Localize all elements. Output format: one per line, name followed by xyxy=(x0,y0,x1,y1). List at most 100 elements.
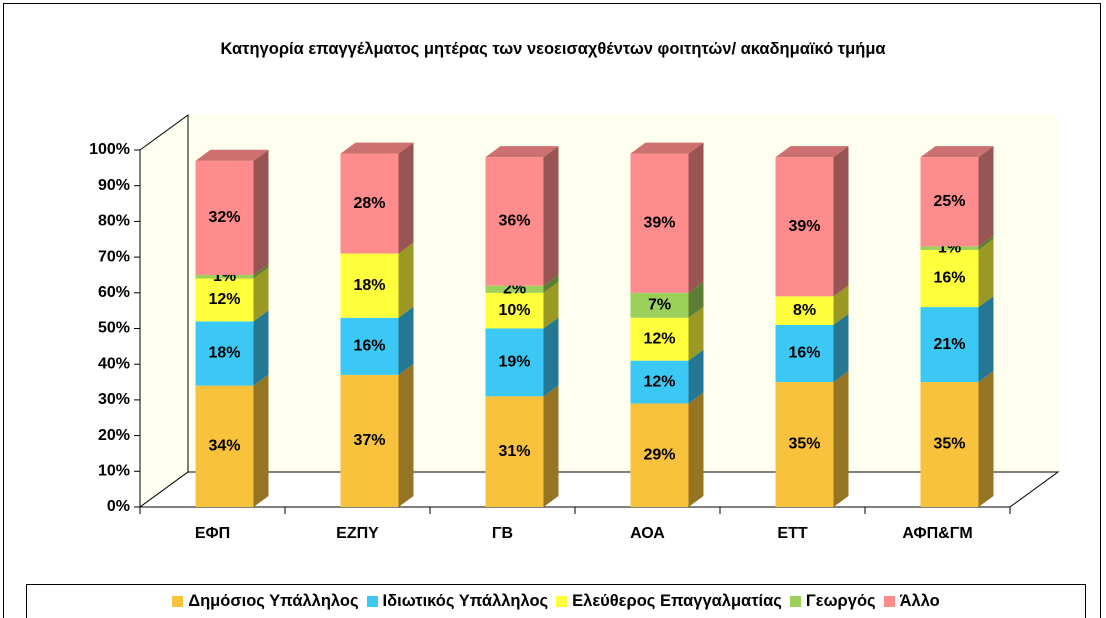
legend-label: Ελεύθερος Επαγγαλματίας xyxy=(572,591,782,610)
bar-segment xyxy=(340,374,399,507)
bar-segment xyxy=(485,292,544,329)
bar-top xyxy=(485,146,559,158)
bar-side xyxy=(253,310,269,386)
data-label: 32% xyxy=(208,209,240,226)
bar-segment xyxy=(485,157,544,286)
bar-side xyxy=(253,263,269,279)
bar-top xyxy=(195,149,269,161)
data-label: 37% xyxy=(353,432,385,449)
x-tick-label: ΕΦΠ xyxy=(195,525,230,542)
bar-side xyxy=(543,317,559,397)
chart-title: Κατηγορία επαγγέλματος μητέρας των νεοει… xyxy=(220,40,886,58)
bar-side xyxy=(833,146,849,297)
bar-segment xyxy=(920,382,979,507)
bar-segment xyxy=(195,160,254,275)
data-label: 35% xyxy=(788,436,820,453)
bar-side xyxy=(978,235,994,250)
bar-segment xyxy=(920,246,979,250)
bar-segment xyxy=(775,382,834,507)
bar-side xyxy=(398,306,414,375)
bar-side xyxy=(398,142,414,254)
bar-side xyxy=(398,363,414,507)
bar-segment xyxy=(195,321,254,386)
legend-swatch xyxy=(789,595,801,607)
bar-top xyxy=(630,142,704,154)
bar-side xyxy=(253,267,269,322)
y-tick-label: 0% xyxy=(107,498,130,515)
data-label: 28% xyxy=(353,195,385,212)
bar-side xyxy=(253,149,269,275)
x-tick-label: ΓΒ xyxy=(492,525,513,542)
bar-segment xyxy=(485,285,544,293)
legend-label: Άλλο xyxy=(899,591,940,610)
bar-segment xyxy=(485,328,544,397)
bar-side xyxy=(543,146,559,286)
y-tick-label: 60% xyxy=(98,284,130,301)
bar-segment xyxy=(195,278,254,322)
bar-segment xyxy=(340,317,399,375)
bar-side xyxy=(543,385,559,507)
bar-segment xyxy=(920,157,979,247)
legend-item: Ιδιωτικός Υπάλληλος xyxy=(366,592,548,611)
data-label: 31% xyxy=(498,443,530,460)
bar-side xyxy=(833,285,849,325)
bar-segment xyxy=(340,253,399,318)
legend-swatch xyxy=(556,595,568,607)
bar-side xyxy=(688,306,704,361)
bar-side xyxy=(253,374,269,507)
legend-item: Γεωργός xyxy=(789,591,876,611)
bar-top xyxy=(920,146,994,158)
bar-segment xyxy=(920,307,979,383)
data-label: 25% xyxy=(933,193,965,210)
data-label: 39% xyxy=(788,218,820,235)
data-label: 10% xyxy=(498,302,530,319)
bar-side xyxy=(833,371,849,507)
legend-swatch xyxy=(172,595,184,607)
y-tick-label: 50% xyxy=(98,320,130,337)
y-tick-label: 80% xyxy=(98,213,130,230)
data-label: 8% xyxy=(793,302,816,319)
y-tick-label: 30% xyxy=(98,391,130,408)
data-label: 12% xyxy=(643,330,675,347)
bar-segment xyxy=(775,324,834,383)
bar-side xyxy=(978,238,994,308)
bar-side xyxy=(978,146,994,247)
y-tick-label: 90% xyxy=(98,177,130,194)
legend-label: Δημόσιος Υπάλληλος xyxy=(188,591,359,610)
legend-item: Ελεύθερος Επαγγαλματίας xyxy=(556,592,782,611)
data-label: 18% xyxy=(208,345,240,362)
data-label: 19% xyxy=(498,354,530,371)
data-label: 21% xyxy=(933,336,965,353)
legend-swatch xyxy=(883,595,895,607)
data-label: 16% xyxy=(788,345,820,362)
bar-segment xyxy=(630,403,689,507)
bar-segment xyxy=(630,153,689,293)
data-label: 39% xyxy=(643,214,675,231)
bar-segment xyxy=(340,153,399,254)
y-tick-label: 40% xyxy=(98,355,130,372)
data-label: 35% xyxy=(933,436,965,453)
left-wall xyxy=(139,114,189,508)
bar-side xyxy=(688,392,704,507)
x-tick-label: ΑΦΠ&ΓΜ xyxy=(902,525,972,542)
legend-item: Δημόσιος Υπάλληλος xyxy=(172,591,359,611)
bar-side xyxy=(978,371,994,507)
bar-segment xyxy=(195,385,254,507)
chart-border xyxy=(3,3,1101,618)
y-tick-label: 10% xyxy=(98,463,130,480)
legend: Δημόσιος Υπάλληλος Ιδιωτικός Υπάλληλος Ελε… xyxy=(26,584,1086,618)
data-label: 18% xyxy=(353,277,385,294)
bar-side xyxy=(833,313,849,383)
bar-top xyxy=(775,146,849,158)
x-tick-label: ΑΟΑ xyxy=(630,525,665,542)
legend-label: Γεωργός xyxy=(805,591,876,610)
bar-side xyxy=(543,274,559,293)
data-label: 7% xyxy=(648,297,671,314)
data-label: 16% xyxy=(933,270,965,287)
data-label: 12% xyxy=(208,291,240,308)
bar-segment xyxy=(775,157,834,297)
bar-side xyxy=(543,281,559,329)
bar-segment xyxy=(630,360,689,404)
